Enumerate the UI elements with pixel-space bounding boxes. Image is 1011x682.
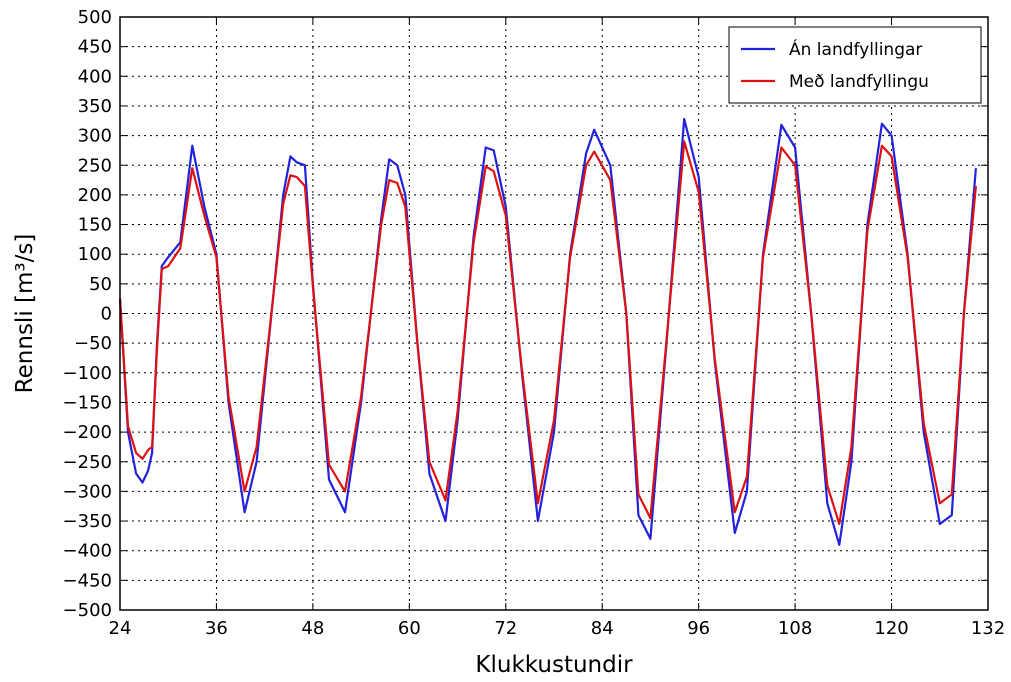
legend-box [728,26,982,104]
y-tick-label: 500 [78,7,112,28]
y-tick-label: 50 [89,274,112,295]
y-tick-label: 250 [78,155,112,176]
x-tick-label: 36 [205,618,228,639]
series-lines [118,117,977,546]
series-line-2 [118,140,977,526]
y-tick-label: −200 [63,422,112,443]
x-tick-label: 48 [301,618,324,639]
y-tick-label: 0 [101,304,112,325]
y-tick-label: 300 [78,126,112,147]
x-axis-title: Klukkustundir [475,652,633,678]
x-tick-label: 72 [494,618,517,639]
y-tick-label: −400 [63,541,112,562]
y-tick-label: 150 [78,215,112,236]
y-tick-label: 100 [78,244,112,265]
y-tick-label: 400 [78,66,112,87]
y-tick-label: 450 [78,37,112,58]
x-tick-label: 120 [874,618,908,639]
legend-label: Með landfyllingu [789,72,929,92]
y-tick-label: −450 [63,570,112,591]
y-tick-label: −350 [63,511,112,532]
y-tick-label: −250 [63,452,112,473]
y-tick-label: −300 [63,481,112,502]
x-tick-label: 84 [591,618,614,639]
y-tick-label: −50 [74,333,112,354]
y-axis-title: Rennsli [m³/s] [12,234,38,394]
y-tick-label: −100 [63,363,112,384]
y-tick-label: 200 [78,185,112,206]
axis-ticks: 24 36 48 60 72 84 96 108 120 132−500−450−400−350−… [63,7,1006,639]
series-line-1 [118,117,977,546]
y-tick-label: −150 [63,392,112,413]
x-tick-label: 96 [687,618,710,639]
legend: Án landfyllingar Með landfyllingu [728,26,982,104]
y-tick-label: −500 [63,600,112,621]
x-tick-label: 24 [109,618,132,639]
x-tick-label: 108 [778,618,812,639]
y-tick-label: 350 [78,96,112,117]
grid-lines [120,17,988,610]
x-tick-label: 60 [398,618,421,639]
legend-label: Án landfyllingar [789,38,922,60]
x-tick-label: 132 [971,618,1005,639]
